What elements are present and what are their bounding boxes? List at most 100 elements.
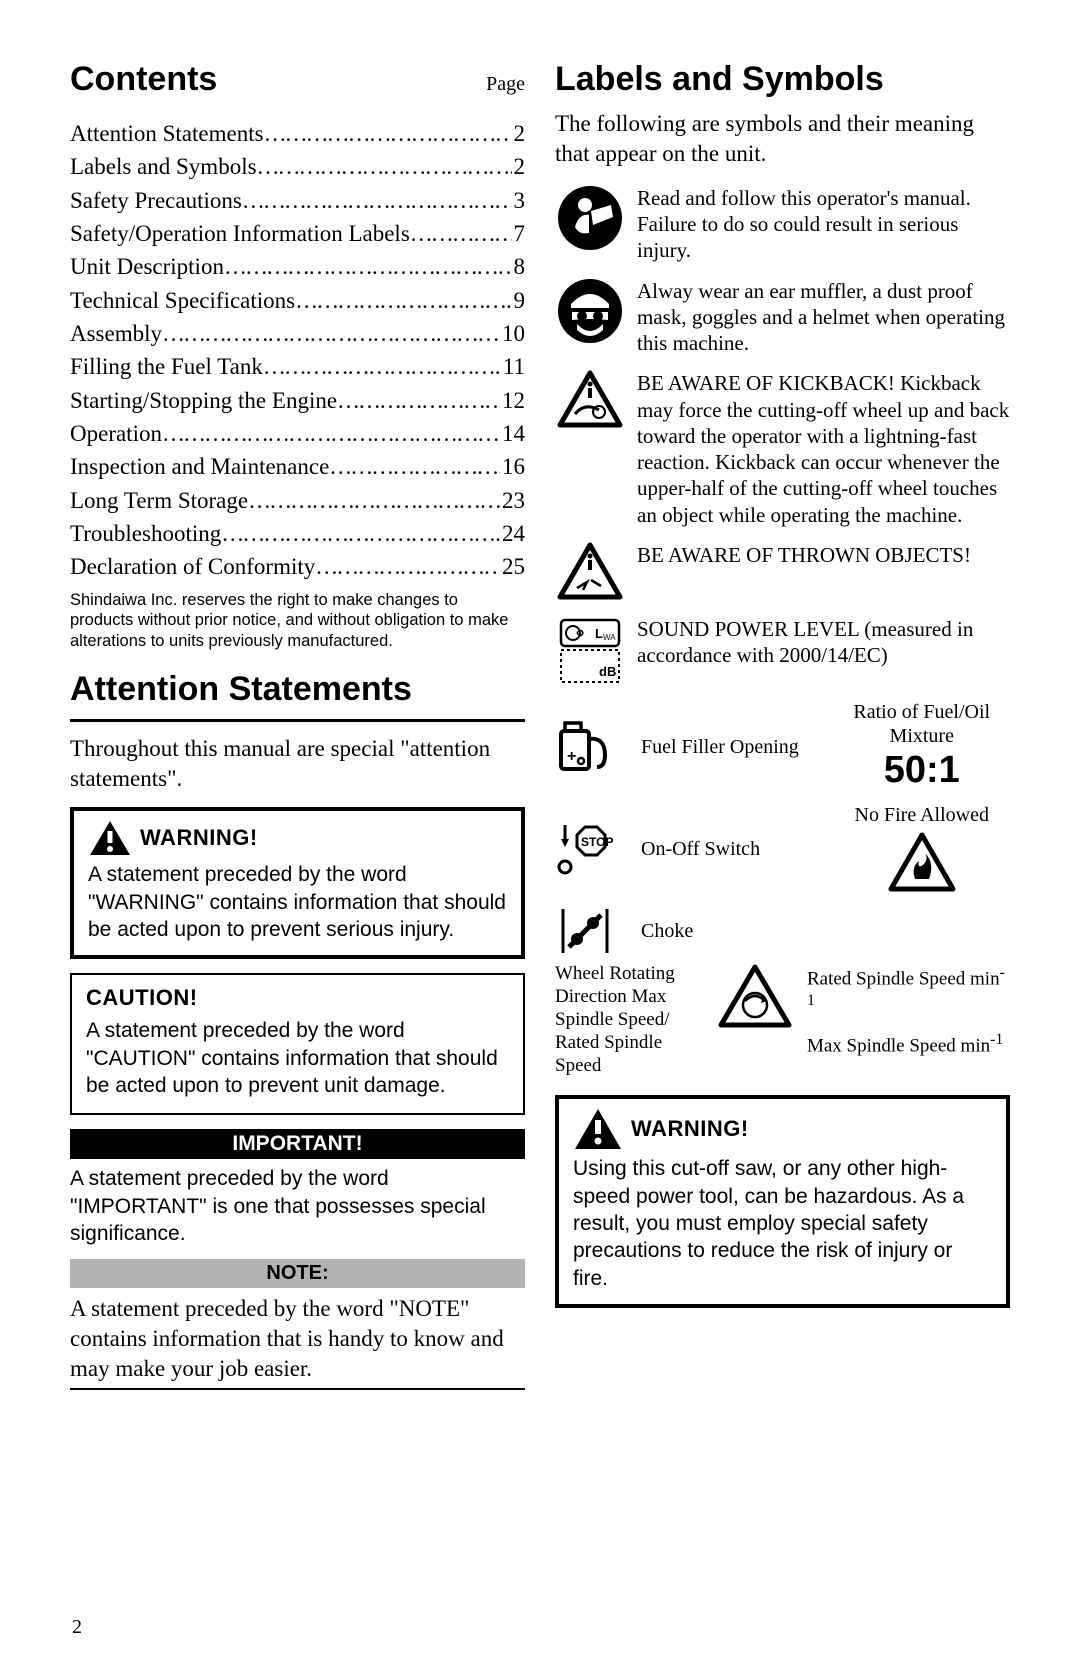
toc-title: Labels and Symbols [70,150,257,183]
toc-title: Troubleshooting [70,517,221,550]
toc-title: Long Term Storage [70,484,248,517]
toc-row: Unit Description8 [70,250,525,283]
toc-title: Operation [70,417,162,450]
ratio-label: Ratio of Fuel/Oil Mixture [834,700,1011,748]
warning-body: Using this cut-off saw, or any other hig… [573,1155,992,1291]
small-symbol-grid: + Fuel Filler Opening Ratio of Fuel/Oil … [555,700,1010,958]
left-column: Contents Page Attention Statements2Label… [70,60,525,1404]
spindle-speed-text: Rated Spindle Speed min -1 Max Spindle Sp… [807,963,1010,1057]
toc-row: Attention Statements2 [70,117,525,150]
toc-title: Filling the Fuel Tank [70,350,263,383]
symbol-row-wear-protection: Alway wear an ear muffler, a dust proof … [555,278,1010,357]
ratio-value: 50:1 [834,748,1011,794]
toc-page: 10 [500,317,525,350]
labels-heading: Labels and Symbols [555,60,1010,99]
toc-page: 7 [512,217,526,250]
toc-row: Inspection and Maintenance 16 [70,450,525,483]
superscript: -1 [990,1031,1003,1048]
toc-row: Technical Specifications 9 [70,284,525,317]
toc-title: Assembly [70,317,162,350]
page-number: 2 [72,1616,82,1639]
toc-dots [162,417,500,450]
warning-label: WARNING! [140,825,258,851]
symbol-text: BE AWARE OF KICKBACK! Kickback may force… [637,370,1010,528]
toc-dots [263,350,501,383]
right-column: Labels and Symbols The following are sym… [555,60,1010,1404]
toc-row: Troubleshooting 24 [70,517,525,550]
toc-dots [264,117,512,150]
disclaimer-text: Shindaiwa Inc. reserves the right to mak… [70,590,525,652]
toc-dots [329,450,500,483]
toc-page: 24 [500,517,525,550]
nofire-label: No Fire Allowed [834,803,1011,827]
toc-page: 9 [512,284,526,317]
toc-dots [224,250,512,283]
toc-row: Safety Precautions3 [70,184,525,217]
toc-page: 3 [512,184,526,217]
toc-row: Operation14 [70,417,525,450]
toc-row: Starting/Stopping the Engine12 [70,384,525,417]
symbol-text: Read and follow this operator's manual. … [637,185,1010,264]
symbol-row-thrown-objects: BE AWARE OF THROWN OBJECTS! [555,542,1010,602]
fuel-filler-label: Fuel Filler Opening [641,735,818,759]
table-of-contents: Attention Statements2Labels and Symbols2… [70,117,525,584]
toc-row: Filling the Fuel Tank 11 [70,350,525,383]
important-bar: IMPORTANT! [70,1129,525,1159]
wear-protection-icon [555,278,625,344]
toc-dots [295,284,511,317]
attention-intro: Throughout this manual are special "atte… [70,734,525,794]
svg-text:STOP: STOP [581,835,613,849]
toc-title: Inspection and Maintenance [70,450,329,483]
toc-dots [248,484,500,517]
onoff-icon: STOP [555,821,625,877]
note-bar: NOTE: [70,1259,525,1288]
toc-title: Safety/Operation Information Labels [70,217,410,250]
toc-dots [410,217,512,250]
toc-dots [257,150,512,183]
note-body: A statement preceded by the word "NOTE" … [70,1294,525,1390]
symbol-text: Alway wear an ear muffler, a dust proof … [637,278,1010,357]
toc-title: Attention Statements [70,117,264,150]
warning-box: WARNING! A statement preceded by the wor… [70,807,525,959]
rated-spindle-label: Rated Spindle Speed min [807,969,1000,990]
choke-label: Choke [641,919,818,943]
kickback-icon [555,370,625,430]
sound-power-icon: LWA dB [555,616,625,686]
spindle-row: Wheel Rotating Direction Max Spindle Spe… [555,963,1010,1077]
max-spindle-label: Max Spindle Speed min [807,1035,990,1056]
toc-title: Technical Specifications [70,284,295,317]
read-manual-icon [555,185,625,251]
toc-page: 11 [501,350,525,383]
toc-page: 16 [500,450,525,483]
toc-title: Starting/Stopping the Engine [70,384,337,417]
svg-text:dB: dB [599,664,616,679]
toc-page: 25 [500,550,525,583]
toc-page: 23 [500,484,525,517]
fuel-filler-icon: + [555,719,625,775]
divider [70,719,525,722]
warning-triangle-icon [88,819,132,857]
spindle-icon [717,963,793,1033]
toc-row: Safety/Operation Information Labels 7 [70,217,525,250]
warning-triangle-icon [573,1107,623,1151]
caution-box: CAUTION! A statement preceded by the wor… [70,973,525,1115]
contents-heading: Contents [70,60,217,99]
svg-text:L: L [595,626,603,641]
toc-dots [221,517,500,550]
symbol-row-sound-power: LWAdB SOUND POWER LEVEL (measured in acc… [555,616,1010,686]
symbol-row-read-manual: Read and follow this operator's manual. … [555,185,1010,264]
nofire-icon [887,831,957,895]
attention-heading: Attention Statements [70,670,525,709]
toc-row: Labels and Symbols2 [70,150,525,183]
toc-row: Long Term Storage 23 [70,484,525,517]
toc-page: 8 [512,250,526,283]
toc-dots [162,317,500,350]
svg-text:WA: WA [603,633,616,642]
wheel-rotating-text: Wheel Rotating Direction Max Spindle Spe… [555,963,703,1077]
nofire-block: No Fire Allowed [834,803,1011,895]
caution-label: CAUTION! [86,985,509,1011]
page-label: Page [486,73,525,96]
toc-row: Declaration of Conformity 25 [70,550,525,583]
toc-title: Declaration of Conformity [70,550,315,583]
labels-intro: The following are symbols and their mean… [555,109,1010,169]
